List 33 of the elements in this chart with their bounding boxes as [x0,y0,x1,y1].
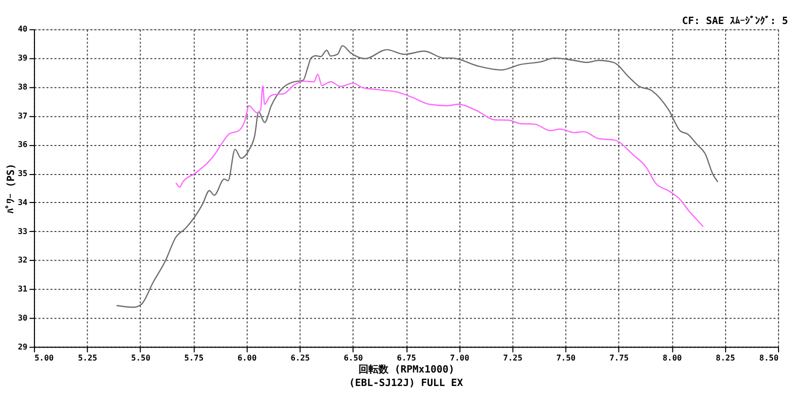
y-tick-label: 38 [18,82,28,92]
x-tick-label: 8.00 [662,353,682,362]
text: CF: SAE ｽﾑｰｼﾞﾝｸﾞ: 5 [682,15,788,28]
x-tick-label: 8.50 [759,353,779,362]
y-tick-label: 40 [18,24,28,34]
y-tick-label: 29 [18,342,28,352]
text: (EBL-SJ12J) FULL EX [348,378,464,389]
x-tick-label: 5.00 [34,353,54,362]
x-tick-label: 5.75 [184,353,204,362]
x-tick-label: 6.50 [344,353,364,362]
x-tick-label: 7.25 [503,353,523,362]
x-tick-label: 8.25 [716,353,736,362]
x-tick-label: 7.00 [450,353,470,362]
y-tick-label: 32 [18,256,28,265]
y-tick-label: 34 [18,198,28,207]
y-axis-title: ﾊﾟﾜｰ (PS) [4,164,17,214]
line-series [175,74,704,228]
x-tick-label: 7.50 [556,353,576,362]
y-tick-label: 36 [18,140,28,150]
x-tick-label: 6.25 [290,353,310,362]
y-tick-label: 33 [18,226,28,236]
y-tick-label: 37 [18,111,28,120]
y-tick-label: 35 [18,169,28,178]
x-tick-label: 6.75 [396,353,416,362]
y-tick-label: 31 [18,284,28,294]
x-tick-label: 7.75 [609,353,629,362]
x-tick-label: 6.00 [237,353,257,362]
line-series [116,45,718,308]
x-axis-title: 回転数 (RPMx1000) [358,363,455,376]
y-tick-label: 30 [18,313,28,322]
y-tick-label: 39 [18,54,28,63]
x-tick-label: 5.50 [131,353,151,362]
x-tick-label: 5.25 [78,353,98,362]
